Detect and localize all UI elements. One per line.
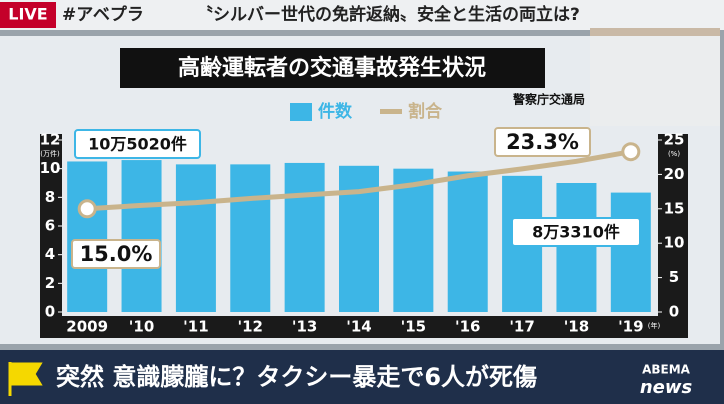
label-box (494, 127, 591, 157)
bar (556, 183, 597, 312)
y-tick-label: 8 (45, 188, 55, 206)
y2-tick-label: 25 (664, 131, 685, 149)
y-tick-label: 12 (40, 131, 61, 149)
bar (121, 160, 162, 312)
live-text: LIVE (8, 5, 47, 24)
chart-title: 高齢運転者の交通事故発生状況 (178, 55, 486, 81)
legend-label: 割合 (408, 101, 443, 122)
legend-label: 件数 (318, 101, 353, 122)
x-axis-band (40, 316, 688, 338)
y-tick-label: 0 (45, 303, 55, 321)
x-tick-label: '17 (509, 318, 534, 336)
left-axis-band (40, 134, 62, 338)
x-tick-label: 2009 (66, 318, 108, 336)
headline: 〝シルバー世代の免許返納〟安全と生活の両立は? (196, 4, 580, 25)
x-tick-label: '13 (292, 318, 317, 336)
x-unit: (年) (648, 321, 661, 330)
ticker-text: 突然 意識朦朧に？タクシー暴走で6人が死傷 (56, 363, 537, 391)
y2-unit: (%) (668, 150, 680, 158)
logo-top: ABEMA (642, 363, 691, 377)
y-tick-label: 4 (45, 245, 55, 263)
bar (610, 192, 651, 312)
x-tick-label: '19 (618, 318, 643, 336)
y-tick-label: 2 (45, 274, 55, 292)
data-label: 15.0% (80, 242, 153, 266)
data-label: 23.3% (506, 130, 579, 154)
x-tick-label: '12 (238, 318, 263, 336)
x-tick-label: '15 (401, 318, 426, 336)
label-box (74, 129, 201, 159)
legend-swatch (380, 109, 402, 114)
flag-icon (8, 362, 43, 396)
bar (230, 164, 271, 312)
source: 警察庁交通局 (512, 92, 585, 107)
x-tick-label: '11 (183, 318, 208, 336)
y2-tick-label: 20 (664, 165, 685, 183)
label-box (511, 217, 641, 247)
legend-swatch (290, 103, 312, 121)
y2-tick-label: 15 (664, 199, 685, 217)
x-tick-label: '18 (564, 318, 589, 336)
ticker-bar (0, 350, 724, 404)
line (87, 149, 632, 212)
hashtag: #アベプラ (62, 4, 144, 25)
bar (67, 161, 108, 312)
data-label: 10万5020件 (88, 135, 187, 154)
logo-bottom: news (640, 377, 693, 398)
line-point (621, 142, 641, 162)
bar (447, 171, 488, 312)
y-tick-label: 6 (45, 217, 55, 235)
x-tick-label: '10 (129, 318, 154, 336)
bar (284, 162, 325, 312)
title-box (120, 48, 545, 88)
y2-tick-label: 10 (664, 234, 685, 252)
y-tick-label: 10 (40, 159, 61, 177)
right-axis-band (658, 134, 688, 338)
y2-tick-label: 0 (669, 303, 679, 321)
data-label: 8万3310件 (532, 223, 620, 242)
y2-tick-label: 5 (669, 268, 679, 286)
top-bar (0, 0, 724, 30)
bar (175, 164, 216, 312)
x-tick-label: '14 (346, 318, 371, 336)
bar (393, 168, 434, 312)
label-box (71, 239, 161, 269)
y-unit: (万件) (40, 149, 60, 158)
line-point (77, 199, 97, 219)
live-badge (0, 2, 56, 28)
x-tick-label: '16 (455, 318, 480, 336)
